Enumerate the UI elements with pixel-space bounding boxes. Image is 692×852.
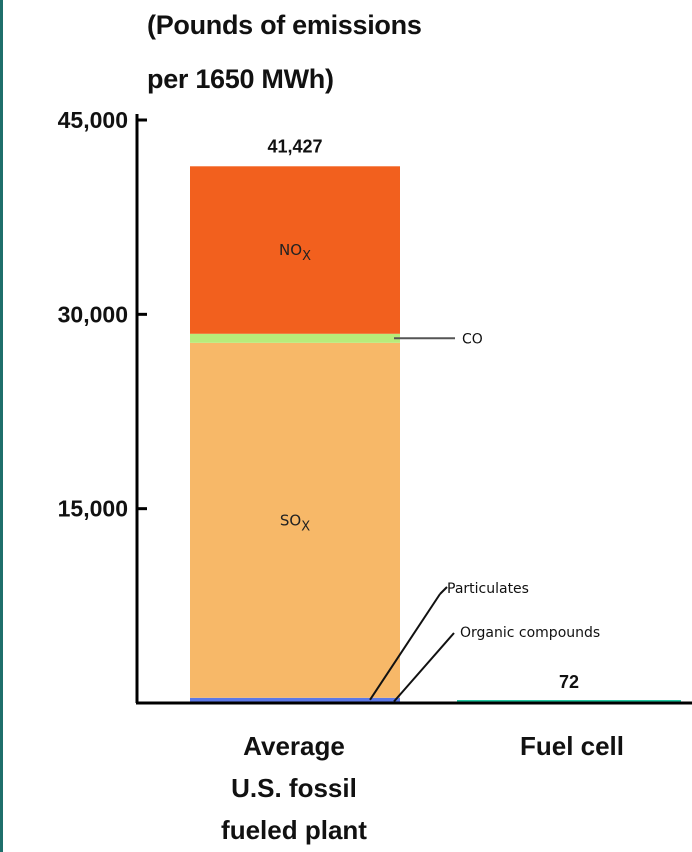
organic-compounds-leader-line [393, 632, 455, 703]
bar-segment-so-fossil [190, 342, 400, 698]
y-axis-title-line-1: (Pounds of emissions [147, 10, 422, 40]
bar-segment-particulates-fossil [190, 697, 400, 702]
category-label-fossil: fueled plant [221, 815, 367, 845]
left-edge-border [0, 0, 3, 852]
category-label-fossil: U.S. fossil [231, 773, 357, 803]
bar-total-fuelcell: 72 [559, 672, 579, 692]
category-label-fuelcell: Fuel cell [520, 731, 624, 761]
particulates-annotation: Particulates [447, 581, 529, 597]
y-tick-label: 45,000 [58, 107, 128, 133]
y-tick-label: 30,000 [58, 301, 128, 327]
y-tick-label: 15,000 [58, 496, 128, 522]
co-annotation: CO [462, 331, 483, 347]
bar-segment-no-fossil [190, 166, 400, 334]
segment-label-no: NOX [279, 241, 311, 264]
bar-total-fossil: 41,427 [267, 136, 322, 156]
bar-segment-co-fossil [190, 333, 400, 343]
segment-label-so: SOX [280, 511, 310, 534]
organic-compounds-annotation: Organic compounds [460, 625, 600, 641]
y-axis-title-line-2: per 1650 MWh) [147, 64, 334, 94]
category-label-fossil: Average [243, 731, 345, 761]
particulates-leader-line [369, 593, 441, 701]
particulates-leader-tail [439, 586, 448, 595]
